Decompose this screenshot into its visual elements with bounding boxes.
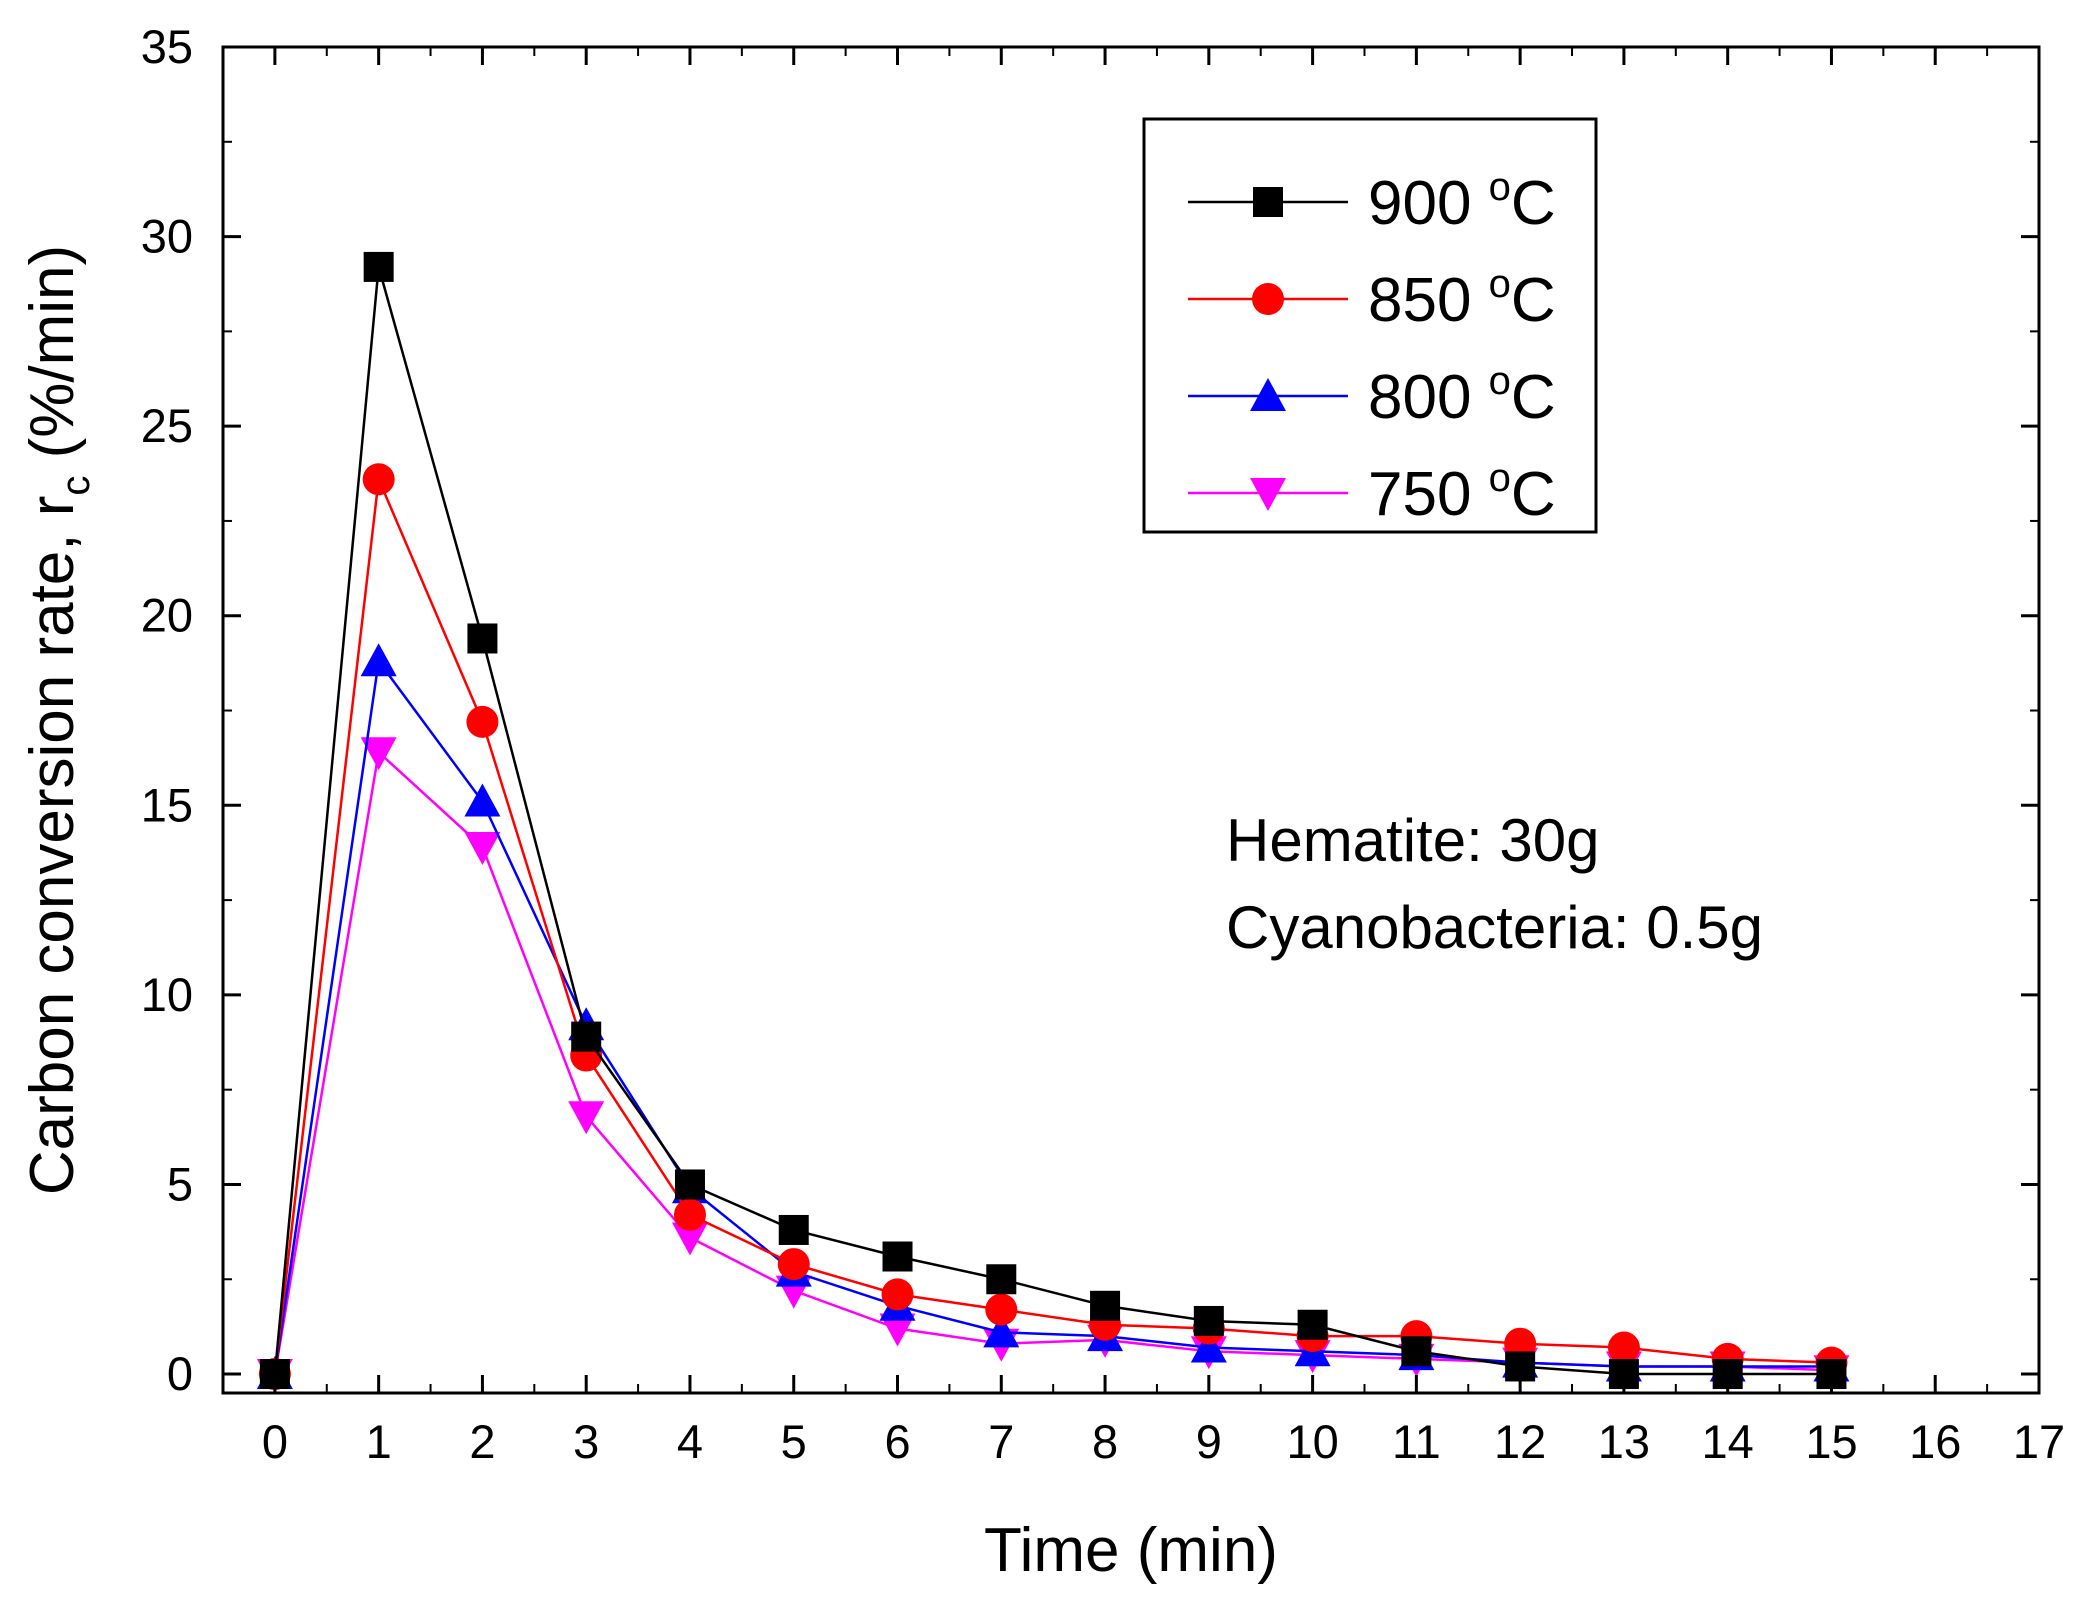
legend-label-value: 800 bbox=[1368, 363, 1489, 432]
legend-label-value: 750 bbox=[1368, 460, 1489, 529]
data-point-850 bbox=[777, 1248, 810, 1281]
data-point-850 bbox=[985, 1293, 1018, 1326]
x-axis-title: Time (min) bbox=[984, 1516, 1278, 1585]
y-axis-title-main: Carbon conversion rate, r bbox=[18, 496, 87, 1196]
data-point-900 bbox=[778, 1214, 809, 1245]
data-point-900 bbox=[1401, 1336, 1432, 1367]
x-tick-label: 14 bbox=[1702, 1415, 1754, 1468]
legend-label-unit: C bbox=[1511, 266, 1556, 335]
data-point-750 bbox=[568, 1101, 605, 1135]
y-tick-label: 15 bbox=[141, 778, 193, 831]
legend-label-850: 850 oC bbox=[1368, 262, 1556, 335]
legend-marker-750 bbox=[1250, 478, 1286, 511]
x-tick-label: 5 bbox=[781, 1415, 807, 1468]
legend-label-degree: o bbox=[1489, 359, 1511, 403]
legend-label-900: 900 oC bbox=[1368, 165, 1556, 238]
annotation-cyanobacteria: Cyanobacteria: 0.5g bbox=[1226, 894, 1763, 961]
legend-label-value: 850 bbox=[1368, 266, 1489, 335]
data-point-750 bbox=[879, 1313, 916, 1347]
x-tick-label: 16 bbox=[1909, 1415, 1961, 1468]
data-point-900 bbox=[674, 1169, 705, 1200]
data-point-900 bbox=[571, 1021, 602, 1052]
data-point-900 bbox=[986, 1264, 1017, 1295]
legend-marker-800 bbox=[1250, 378, 1286, 411]
x-tick-label: 12 bbox=[1494, 1415, 1546, 1468]
series-line-850 bbox=[273, 474, 1832, 1375]
data-point-800 bbox=[360, 643, 397, 677]
x-tick-label: 13 bbox=[1598, 1415, 1650, 1468]
x-tick-label: 15 bbox=[1805, 1415, 1857, 1468]
y-tick-label: 35 bbox=[141, 20, 193, 73]
x-tick-label: 4 bbox=[677, 1415, 703, 1468]
y-axis-title-unit: (%/min) bbox=[18, 245, 87, 476]
x-tick-label: 2 bbox=[469, 1415, 495, 1468]
x-tick-label: 0 bbox=[262, 1415, 288, 1468]
x-tick-label: 1 bbox=[366, 1415, 392, 1468]
data-point-800 bbox=[983, 1314, 1020, 1348]
x-tick-label: 17 bbox=[2013, 1415, 2065, 1468]
data-point-850 bbox=[1607, 1331, 1640, 1364]
data-point-800 bbox=[1190, 1329, 1227, 1363]
y-tick-label: 25 bbox=[141, 399, 193, 452]
x-tick-label: 10 bbox=[1286, 1415, 1338, 1468]
series-line-900 bbox=[273, 266, 1832, 1376]
legend-entry-850: 850 oC bbox=[1188, 262, 1556, 335]
data-point-900 bbox=[363, 251, 394, 282]
data-point-900 bbox=[882, 1241, 913, 1272]
x-tick-label: 3 bbox=[573, 1415, 599, 1468]
data-point-900 bbox=[467, 623, 498, 654]
x-tick-label: 7 bbox=[988, 1415, 1014, 1468]
legend-label-degree: o bbox=[1489, 262, 1511, 306]
y-tick-label: 0 bbox=[167, 1347, 193, 1400]
y-axis-title-subscript: c bbox=[54, 476, 98, 496]
legend-label-unit: C bbox=[1511, 460, 1556, 529]
legend-label-degree: o bbox=[1489, 165, 1511, 209]
y-axis-title: Carbon conversion rate, rc (%/min) bbox=[18, 245, 98, 1195]
legend-box bbox=[1142, 117, 1598, 534]
data-point-850 bbox=[881, 1278, 914, 1311]
legend-label-degree: o bbox=[1489, 456, 1511, 500]
data-point-900 bbox=[1297, 1309, 1328, 1340]
data-point-900 bbox=[1193, 1305, 1224, 1336]
plot-frame bbox=[221, 45, 2041, 1395]
legend-label-value: 900 bbox=[1368, 169, 1489, 238]
legend-label-unit: C bbox=[1511, 363, 1556, 432]
data-point-800 bbox=[464, 783, 501, 817]
series-900 bbox=[259, 251, 1847, 1390]
y-tick-label: 5 bbox=[167, 1157, 193, 1210]
data-point-750 bbox=[671, 1222, 708, 1256]
y-tick-label: 20 bbox=[141, 589, 193, 642]
legend-entry-800: 800 oC bbox=[1188, 359, 1556, 432]
series-layer bbox=[256, 251, 1850, 1393]
data-point-850 bbox=[362, 463, 395, 496]
data-point-750 bbox=[360, 737, 397, 771]
y-tick-label: 30 bbox=[141, 210, 193, 263]
data-point-900 bbox=[1090, 1290, 1121, 1321]
annotation-hematite: Hematite: 30g bbox=[1226, 807, 1600, 874]
legend-entry-900: 900 oC bbox=[1188, 165, 1556, 238]
x-tick-label: 6 bbox=[884, 1415, 910, 1468]
legend-marker-900 bbox=[1253, 187, 1283, 217]
legend-label-800: 800 oC bbox=[1368, 359, 1556, 432]
legend-entry-750: 750 oC bbox=[1188, 456, 1556, 529]
legend-marker-850 bbox=[1252, 283, 1284, 315]
series-line-800 bbox=[273, 658, 1832, 1375]
y-tick-label: 10 bbox=[141, 968, 193, 1021]
data-point-850 bbox=[673, 1198, 706, 1231]
x-tick-label: 11 bbox=[1392, 1415, 1441, 1468]
legend-label-750: 750 oC bbox=[1368, 456, 1556, 529]
legend-label-unit: C bbox=[1511, 169, 1556, 238]
data-point-750 bbox=[464, 832, 501, 866]
x-tick-label: 9 bbox=[1196, 1415, 1222, 1468]
data-point-850 bbox=[466, 705, 499, 738]
x-tick-label: 8 bbox=[1092, 1415, 1118, 1468]
